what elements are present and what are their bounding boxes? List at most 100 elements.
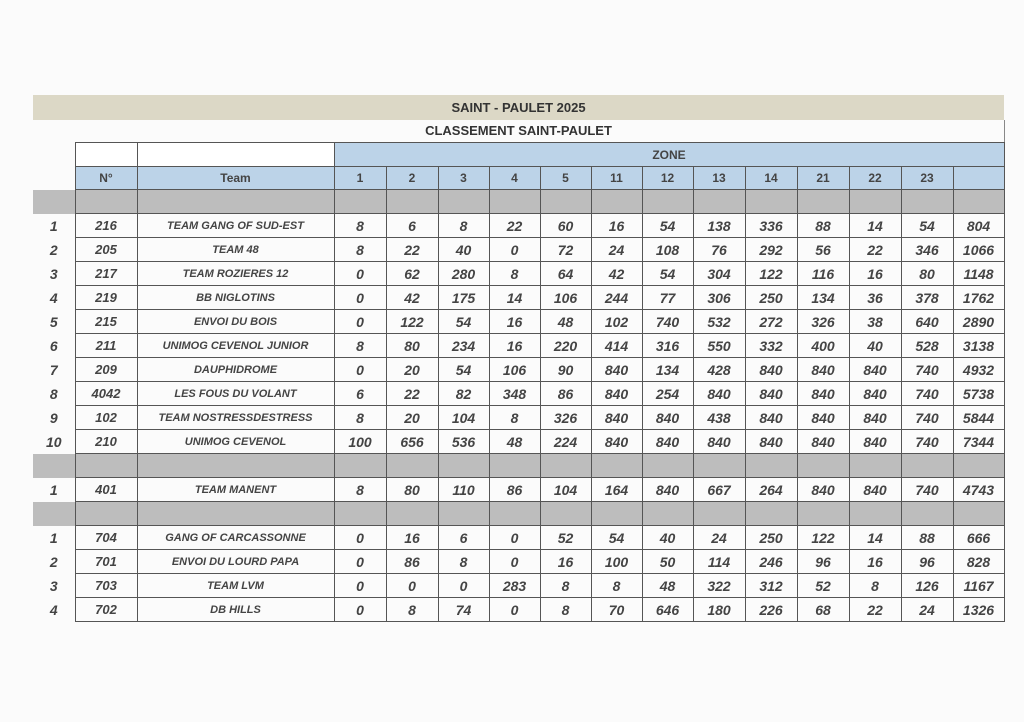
zone-score-cell: 326 [539,405,592,430]
zone-score-cell: 322 [692,573,746,598]
zone-score-cell: 20 [385,405,439,430]
zone-score-cell: 54 [641,261,694,286]
zone-score-cell: 48 [539,309,592,334]
zone-score-cell: 254 [641,381,694,406]
team-name-cell: GANG OF CARCASSONNE [136,525,335,550]
total-cell: 4743 [952,477,1005,502]
header-zone: 14 [744,166,798,190]
table-row: 2 701 ENVOI DU LOURD PAPA 0 86 8 0 16 100 50 114 24… [33,549,1005,574]
header-zone: 3 [437,166,490,190]
table-row: 7 209 DAUPHIDROME 0 20 54 106 90 840 134 428 840 840… [33,357,1005,382]
team-number-cell: 209 [74,357,138,382]
header-zone: 12 [641,166,694,190]
total-cell: 828 [952,549,1005,574]
table-row: 2 205 TEAM 48 8 22 40 0 72 24 108 76 292 56 22 346 1066 [33,237,1005,262]
zone-score-cell: 332 [744,333,798,358]
zone-score-cell: 0 [333,525,387,550]
zone-score-cell: 54 [437,357,490,382]
zone-score-cell: 40 [848,333,902,358]
zone-score-cell: 56 [796,237,850,262]
zone-score-cell: 36 [848,285,902,310]
zone-score-cell: 138 [692,213,746,238]
team-number-cell: 102 [74,405,138,430]
zone-score-cell: 528 [900,333,954,358]
header-zone: 11 [590,166,643,190]
team-name-cell: UNIMOG CEVENOL JUNIOR [136,333,335,358]
zone-score-cell: 8 [333,237,387,262]
zone-score-cell: 840 [848,381,902,406]
zone-score-cell: 250 [744,285,798,310]
table-row: 1 401 TEAM MANENT 8 80 110 86 104 164 840 667 264 84… [33,477,1005,502]
zone-score-cell: 122 [385,309,439,334]
zone-score-cell: 0 [333,573,387,598]
zone-score-cell: 0 [488,549,541,574]
team-name-cell: TEAM 48 [136,237,335,262]
zone-score-cell: 6 [385,213,439,238]
zone-score-cell: 840 [744,405,798,430]
total-cell: 1167 [952,573,1005,598]
zone-score-cell: 48 [488,429,541,454]
zone-score-cell: 164 [590,477,643,502]
zone-score-cell: 414 [590,333,643,358]
header-total [952,166,1005,190]
zone-score-cell: 180 [692,597,746,622]
zone-score-cell: 14 [848,525,902,550]
zone-score-cell: 60 [539,213,592,238]
rank-cell: 3 [49,577,58,594]
zone-score-cell: 134 [796,285,850,310]
zone-score-cell: 438 [692,405,746,430]
zone-score-cell: 54 [437,309,490,334]
zone-label: ZONE [333,142,1005,167]
zone-score-cell: 0 [385,573,439,598]
team-number-cell: 205 [74,237,138,262]
rank-cell: 2 [49,553,58,570]
zone-score-cell: 840 [692,429,746,454]
zone-score-cell: 740 [900,477,954,502]
zone-score-cell: 80 [385,333,439,358]
zone-score-cell: 8 [437,213,490,238]
zone-score-cell: 8 [385,597,439,622]
zone-score-cell: 122 [744,261,798,286]
header-zone: 13 [692,166,746,190]
total-cell: 804 [952,213,1005,238]
table-row: 5 215 ENVOI DU BOIS 0 122 54 16 48 102 740 532 272 3… [33,309,1005,334]
table-row: 3 217 TEAM ROZIERES 12 0 62 280 8 64 42 54 304 122 1… [33,261,1005,286]
zone-score-cell: 8 [590,573,643,598]
zone-score-cell: 840 [796,429,850,454]
zone-score-cell: 234 [437,333,490,358]
zone-score-cell: 326 [796,309,850,334]
zone-score-cell: 8 [333,477,387,502]
team-number-cell: 216 [74,213,138,238]
zone-score-cell: 840 [692,381,746,406]
zone-score-cell: 244 [590,285,643,310]
zone-score-cell: 840 [641,429,694,454]
zone-score-cell: 82 [437,381,490,406]
team-number-cell: 210 [74,429,138,454]
zone-score-cell: 840 [848,357,902,382]
zone-score-cell: 740 [900,429,954,454]
zone-score-cell: 667 [692,477,746,502]
header-zone: 1 [333,166,387,190]
zone-score-cell: 80 [900,261,954,286]
total-cell: 1326 [952,597,1005,622]
zone-score-cell: 104 [437,405,490,430]
zone-score-cell: 16 [848,261,902,286]
rank-cell: 5 [49,313,58,330]
zone-score-cell: 304 [692,261,746,286]
zone-score-cell: 88 [900,525,954,550]
zone-score-cell: 264 [744,477,798,502]
zone-score-cell: 62 [385,261,439,286]
zone-score-cell: 6 [333,381,387,406]
zone-score-cell: 840 [796,357,850,382]
zone-score-cell: 840 [744,357,798,382]
zone-score-cell: 840 [590,357,643,382]
header-zone: 2 [385,166,439,190]
zone-score-cell: 283 [488,573,541,598]
team-name-cell: LES FOUS DU VOLANT [136,381,335,406]
zone-score-cell: 54 [590,525,643,550]
zone-score-cell: 52 [796,573,850,598]
zone-score-cell: 0 [488,525,541,550]
zone-score-cell: 8 [848,573,902,598]
zone-score-cell: 52 [539,525,592,550]
zone-score-cell: 8 [333,333,387,358]
